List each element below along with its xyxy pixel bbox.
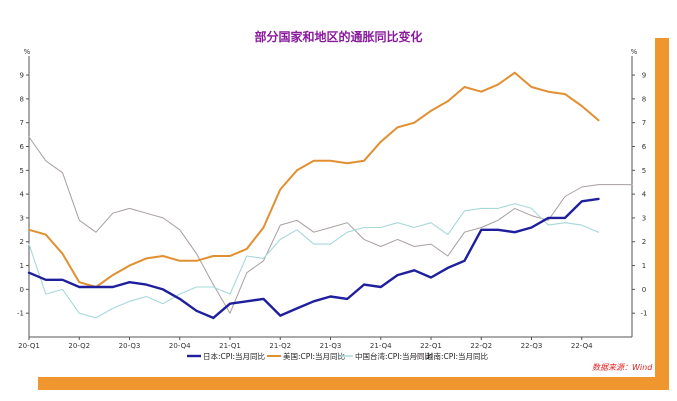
series-line	[28, 203, 600, 319]
x-tick-label: 21-Q4	[370, 342, 392, 350]
left-unit-label: %	[24, 48, 31, 56]
left-y-tick-labels: -1 0 1 2 3 4 5 6 7 8 9	[17, 72, 29, 318]
x-tick-labels: 20-Q1 20-Q2 20-Q3 20-Q4 21-Q1 21-Q2 21-Q3 21-Q4…	[18, 337, 593, 350]
right-tick-label: 8	[642, 95, 646, 103]
right-tick-label: -1	[641, 310, 648, 318]
source-note: 数据来源：Wind	[592, 363, 653, 372]
x-tick-label: 20-Q2	[68, 342, 90, 350]
x-tick-label: 22-Q4	[571, 342, 593, 350]
right-tick-label: 1	[642, 262, 646, 270]
left-tick-label: 0	[20, 286, 24, 294]
right-tick-label: 0	[642, 286, 646, 294]
right-tick-label: 7	[642, 119, 646, 127]
left-tick-label: 7	[20, 119, 24, 127]
orange-frame-right	[655, 38, 669, 390]
series-line	[28, 136, 633, 314]
legend-label: 日本:CPI:当月同比	[203, 351, 266, 361]
x-tick-label: 20-Q1	[18, 342, 40, 350]
x-tick-label: 20-Q4	[169, 342, 191, 350]
right-y-tick-labels: -1 0 1 2 3 4 5 6 7 8 9	[632, 72, 647, 318]
left-tick-label: 8	[20, 95, 24, 103]
x-tick-label: 22-Q2	[470, 342, 492, 350]
orange-frame-bottom	[38, 377, 669, 390]
right-tick-label: 4	[642, 191, 647, 199]
right-unit-label: %	[631, 48, 638, 56]
x-tick-label: 21-Q1	[219, 342, 241, 350]
left-tick-label: 3	[20, 214, 24, 222]
left-tick-label: 1	[20, 262, 24, 270]
series-line	[28, 71, 600, 288]
right-tick-label: 2	[642, 238, 646, 246]
left-tick-label: 4	[20, 191, 25, 199]
x-tick-label: 20-Q3	[119, 342, 141, 350]
left-tick-label: 9	[20, 72, 24, 80]
legend-label: 中国台湾:CPI:当月同比	[355, 351, 433, 361]
series-lines	[27, 71, 633, 320]
right-tick-label: 6	[642, 143, 647, 151]
left-tick-label: 6	[20, 143, 25, 151]
legend: 日本:CPI:当月同比 美国:CPI:当月同比 中国台湾:CPI:当月同比越南:CP…	[187, 351, 489, 361]
left-tick-label: 5	[20, 167, 24, 175]
x-tick-label: 22-Q1	[420, 342, 442, 350]
series-line	[27, 197, 600, 320]
right-tick-label: 3	[642, 214, 646, 222]
chart-title: 部分国家和地区的通胀同比变化	[254, 30, 423, 44]
left-tick-label: 2	[20, 238, 24, 246]
legend-label: 越南:CPI:当月同比	[426, 351, 489, 361]
x-tick-label: 21-Q2	[269, 342, 291, 350]
x-tick-label: 21-Q3	[320, 342, 342, 350]
right-tick-label: 9	[642, 72, 646, 80]
x-tick-label: 22-Q3	[521, 342, 543, 350]
legend-label: 美国:CPI:当月同比	[283, 351, 346, 361]
right-tick-label: 5	[642, 167, 646, 175]
left-tick-label: -1	[17, 310, 24, 318]
